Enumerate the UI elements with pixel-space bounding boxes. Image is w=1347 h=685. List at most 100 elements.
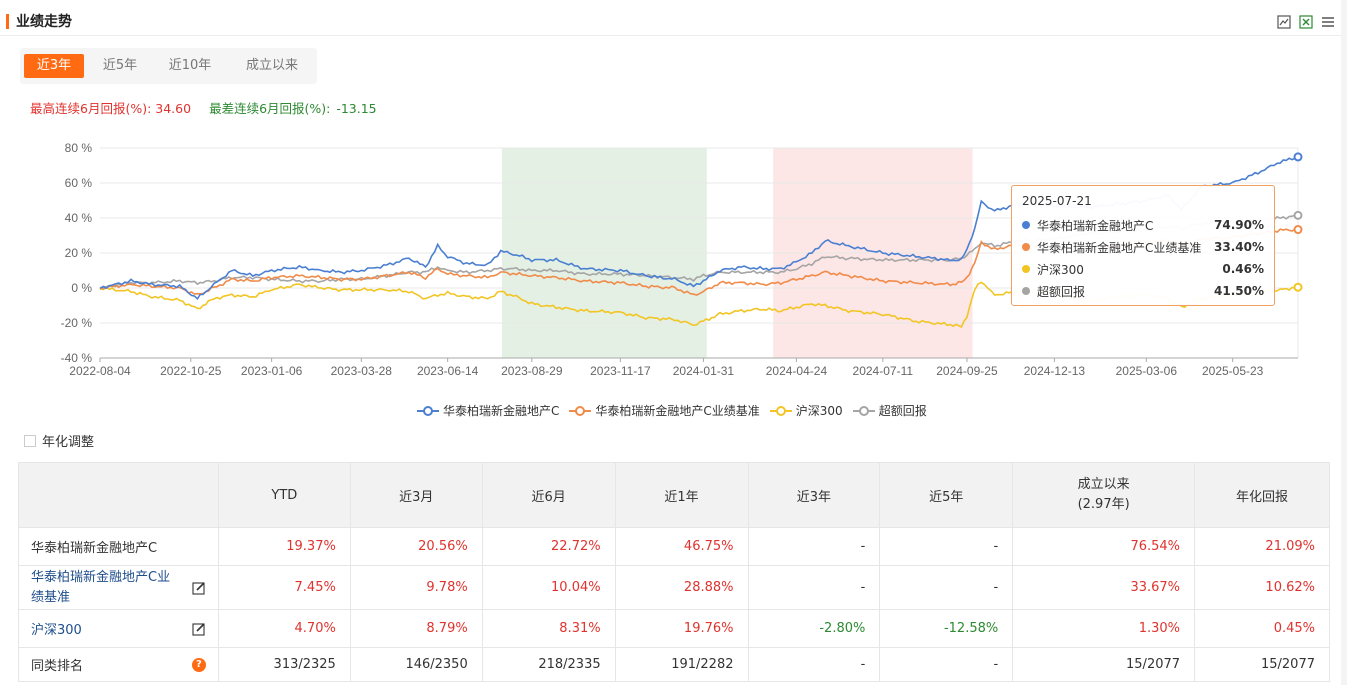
legend-item-csi300[interactable]: 沪深300 [769, 402, 843, 419]
x-tick-label: 2024-01-31 [673, 364, 735, 378]
y-tick-label: 60 % [65, 176, 93, 190]
table-header-cell: 近3月 [349, 462, 483, 528]
tooltip-series-name: 华泰柏瑞新金融地产C [1037, 218, 1154, 233]
cell-since-inception: 1.30% [1012, 609, 1196, 648]
x-tick-label: 2025-03-06 [1116, 364, 1178, 378]
tooltip-row: 沪深300 0.46% [1022, 258, 1264, 280]
annualized-label: 年化调整 [42, 435, 95, 450]
chart-legend: 华泰柏瑞新金融地产C 华泰柏瑞新金融地产C业绩基准 沪深300 超额回报 [417, 402, 927, 419]
cell-ytd: 7.45% [217, 565, 351, 610]
y-tick-label: -40 % [61, 351, 93, 365]
table-row: 华泰柏瑞新金融地产C业绩基准 7.45% 9.78% 10.04% 28.88%… [18, 565, 1330, 610]
table-header-cell: YTD [217, 462, 351, 528]
cell-5y: -12.58% [879, 609, 1014, 648]
cell-3y: - [747, 647, 881, 682]
cell-since-inception: 76.54% [1012, 527, 1196, 566]
panel-title: 业绩走势 [16, 14, 72, 30]
tooltip-series-value: 0.46% [1222, 262, 1264, 276]
series-end-point [1293, 152, 1303, 162]
row-name[interactable]: 华泰柏瑞新金融地产C业绩基准 [18, 565, 219, 610]
y-tick-label: 80 % [65, 141, 93, 155]
panel-header: 业绩走势 [0, 6, 1341, 36]
cell-6m: 8.31% [481, 609, 616, 648]
series-end-point [1293, 210, 1303, 220]
cell-ytd: 313/2325 [217, 647, 351, 682]
table-row: 华泰柏瑞新金融地产C 19.37% 20.56% 22.72% 46.75% -… [18, 527, 1330, 566]
x-tick-label: 2023-11-17 [590, 364, 651, 378]
cell-since-inception: 33.67% [1012, 565, 1196, 610]
header-tools [1277, 14, 1335, 29]
period-tabs: 近3年 近5年 近10年 成立以来 [20, 48, 317, 84]
cell-6m: 10.04% [481, 565, 616, 610]
worst-6m-label: 最差连续6月回报(%): [209, 101, 331, 116]
x-tick-label: 2023-08-29 [501, 364, 563, 378]
tooltip-row: 超额回报 41.50% [1022, 280, 1264, 302]
tooltip-dot [1022, 287, 1030, 295]
excel-export-icon[interactable] [1299, 14, 1313, 29]
x-tick-label: 2024-12-13 [1024, 364, 1086, 378]
performance-chart[interactable]: 80 % 60 % 40 % 20 % 0 % -20 % -40 %2022-08-04 2… [0, 130, 1341, 390]
cell-3y: - [747, 527, 881, 566]
help-icon[interactable]: ? [191, 657, 206, 672]
cell-annualized: 21.09% [1194, 527, 1330, 566]
edit-icon[interactable] [192, 622, 206, 636]
table-header-cell: 近5年 [879, 462, 1014, 528]
tab-since-inception[interactable]: 成立以来 [245, 58, 298, 73]
cell-3m: 9.78% [349, 565, 483, 610]
cell-3m: 8.79% [349, 609, 483, 648]
table-header-cell [18, 462, 219, 528]
legend-swatch [569, 405, 592, 416]
legend-swatch [417, 405, 439, 416]
cell-6m: 218/2335 [481, 647, 616, 682]
list-icon[interactable] [1321, 14, 1335, 28]
legend-label: 超额回报 [878, 404, 927, 418]
legend-swatch [769, 405, 792, 416]
worst-6m-value: -13.15 [336, 101, 377, 116]
title-accent-bar [6, 14, 9, 29]
x-tick-label: 2022-08-04 [69, 364, 131, 378]
cell-5y: - [879, 647, 1014, 682]
legend-item-benchmark[interactable]: 华泰柏瑞新金融地产C业绩基准 [569, 402, 760, 419]
cell-5y: - [879, 527, 1014, 566]
y-tick-label: -20 % [61, 316, 93, 330]
x-tick-label: 2023-03-28 [331, 364, 393, 378]
chart-tooltip: 2025-07-21 华泰柏瑞新金融地产C 74.90% 华泰柏瑞新金融地产C业… [1011, 185, 1275, 306]
legend-label: 华泰柏瑞新金融地产C业绩基准 [595, 404, 760, 418]
cell-5y: - [879, 565, 1014, 610]
y-tick-label: 40 % [65, 211, 93, 225]
tab-3y[interactable]: 近3年 [24, 54, 84, 78]
table-header-cell: 近3年 [747, 462, 881, 528]
cell-3m: 20.56% [349, 527, 483, 566]
tooltip-series-name: 华泰柏瑞新金融地产C业绩基准 [1037, 240, 1202, 255]
series-end-point [1293, 282, 1303, 292]
legend-item-fund[interactable]: 华泰柏瑞新金融地产C [417, 402, 559, 419]
cell-6m: 22.72% [481, 527, 616, 566]
y-tick-label: 20 % [65, 246, 93, 260]
cell-ytd: 19.37% [217, 527, 351, 566]
best-6m-label: 最高连续6月回报(%): [30, 101, 152, 116]
legend-item-excess[interactable]: 超额回报 [852, 402, 927, 419]
tooltip-dot [1022, 221, 1030, 229]
table-header-cell: 近6月 [481, 462, 616, 528]
edit-icon[interactable] [192, 581, 206, 595]
tooltip-series-value: 33.40% [1214, 240, 1264, 254]
annualized-checkbox[interactable] [24, 434, 36, 447]
best-6m-value: 34.60 [155, 101, 192, 116]
tooltip-series-value: 41.50% [1214, 284, 1264, 298]
table-header-cell: 近1年 [614, 462, 749, 528]
legend-label: 华泰柏瑞新金融地产C [443, 404, 560, 418]
tooltip-series-name: 超额回报 [1037, 284, 1086, 299]
x-tick-label: 2024-07-11 [853, 364, 914, 378]
table-row: 沪深300 4.70% 8.79% 8.31% 19.76% -2.80% -1… [18, 609, 1330, 648]
table-header-cell: 成立以来 (2.97年) [1012, 462, 1196, 528]
annualized-adjust[interactable]: 年化调整 [24, 431, 94, 450]
tooltip-series-value: 74.90% [1214, 218, 1264, 232]
cell-3y: - [747, 565, 881, 610]
tab-10y[interactable]: 近10年 [168, 58, 212, 73]
row-name[interactable]: 沪深300 [18, 609, 219, 648]
cell-annualized: 15/2077 [1194, 647, 1330, 682]
x-tick-label: 2025-05-23 [1202, 364, 1264, 378]
tab-5y[interactable]: 近5年 [102, 58, 138, 73]
row-name: 华泰柏瑞新金融地产C [18, 527, 219, 566]
image-export-icon[interactable] [1277, 14, 1291, 29]
